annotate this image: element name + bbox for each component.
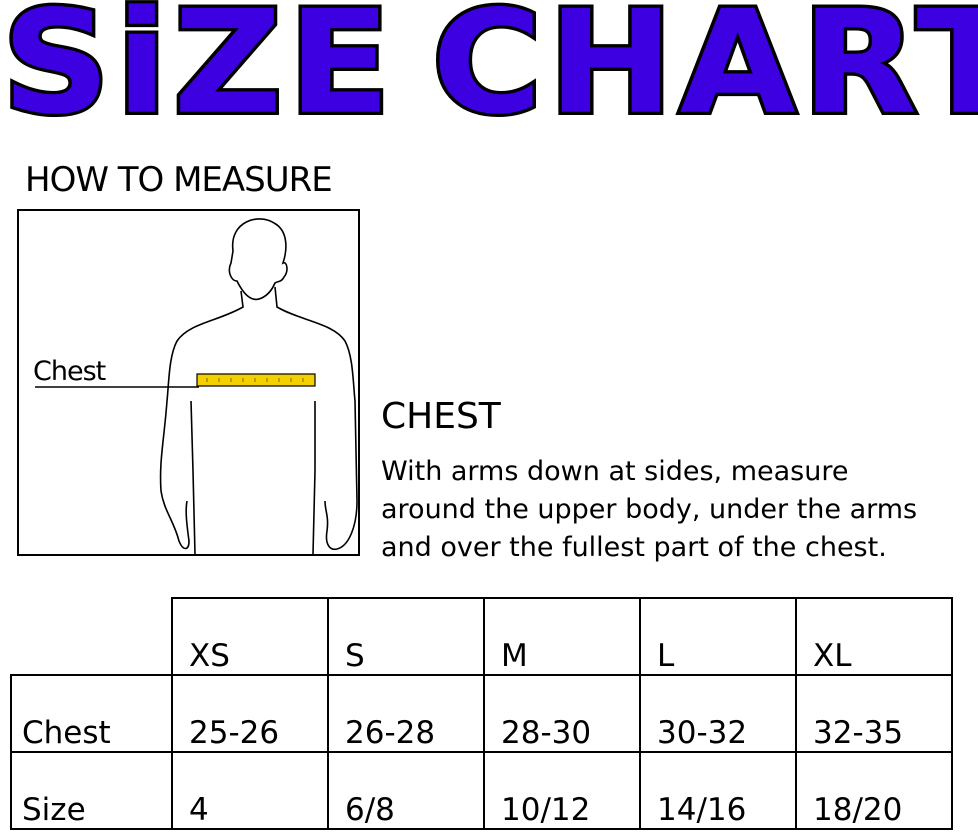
instruction-line: around the upper body, under the arms xyxy=(381,494,918,525)
table-row: Size 4 6/8 10/12 14/16 18/20 xyxy=(10,751,953,830)
chest-label: Chest xyxy=(33,356,106,387)
row-label: Size xyxy=(10,751,173,830)
table-cell: 10/12 xyxy=(483,751,641,830)
empty-corner-cell xyxy=(11,598,173,676)
table-cell: 28-30 xyxy=(483,674,641,753)
size-header-cell: XL xyxy=(795,597,953,676)
row-label: Chest xyxy=(10,674,173,753)
table-cell: 30-32 xyxy=(639,674,797,753)
table-cell: 4 xyxy=(171,751,329,830)
table-row: Chest 25-26 26-28 28-30 30-32 32-35 xyxy=(10,674,953,753)
table-header-row: XS S M L XL xyxy=(11,597,953,676)
chest-heading: CHEST xyxy=(381,396,501,437)
instruction-line: With arms down at sides, measure xyxy=(381,456,849,487)
title-size: SiZE xyxy=(0,0,397,146)
table-cell: 18/20 xyxy=(795,751,953,830)
size-header-cell: S xyxy=(327,597,485,676)
how-to-measure-heading: HOW TO MEASURE xyxy=(25,160,333,200)
body-outline-illustration xyxy=(35,218,358,555)
table-cell: 14/16 xyxy=(639,751,797,830)
size-header-cell: XS xyxy=(171,597,329,676)
measuring-tape xyxy=(196,373,316,387)
table-cell: 32-35 xyxy=(795,674,953,753)
title-chart: CHART xyxy=(429,0,978,146)
chest-instructions: With arms down at sides, measure around … xyxy=(381,453,978,567)
table-cell: 26-28 xyxy=(327,674,485,753)
table-cell: 25-26 xyxy=(171,674,329,753)
measure-figure: Chest xyxy=(17,209,360,556)
size-table: XS S M L XL Chest 25-26 26-28 28-30 30-3… xyxy=(10,597,953,830)
table-cell: 6/8 xyxy=(327,751,485,830)
instruction-line: and over the fullest part of the chest. xyxy=(381,532,887,563)
size-header-cell: L xyxy=(639,597,797,676)
size-header-cell: M xyxy=(483,597,641,676)
